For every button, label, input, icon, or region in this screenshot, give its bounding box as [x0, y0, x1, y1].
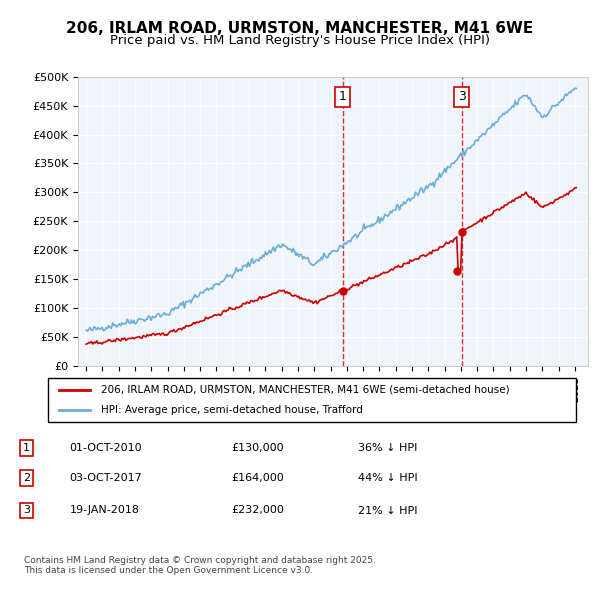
Text: 1: 1: [23, 443, 30, 453]
FancyBboxPatch shape: [48, 378, 576, 422]
Text: 3: 3: [458, 90, 466, 103]
Text: 19-JAN-2018: 19-JAN-2018: [70, 506, 140, 516]
Text: 1: 1: [339, 90, 347, 103]
Text: Price paid vs. HM Land Registry's House Price Index (HPI): Price paid vs. HM Land Registry's House …: [110, 34, 490, 47]
Text: 03-OCT-2017: 03-OCT-2017: [70, 473, 142, 483]
Text: 3: 3: [23, 506, 30, 516]
Text: 01-OCT-2010: 01-OCT-2010: [70, 443, 142, 453]
Text: £232,000: £232,000: [231, 506, 284, 516]
Text: 206, IRLAM ROAD, URMSTON, MANCHESTER, M41 6WE (semi-detached house): 206, IRLAM ROAD, URMSTON, MANCHESTER, M4…: [101, 385, 509, 395]
Text: Contains HM Land Registry data © Crown copyright and database right 2025.
This d: Contains HM Land Registry data © Crown c…: [24, 556, 376, 575]
Text: £164,000: £164,000: [231, 473, 284, 483]
Text: HPI: Average price, semi-detached house, Trafford: HPI: Average price, semi-detached house,…: [101, 405, 362, 415]
Text: 44% ↓ HPI: 44% ↓ HPI: [358, 473, 417, 483]
Text: 206, IRLAM ROAD, URMSTON, MANCHESTER, M41 6WE: 206, IRLAM ROAD, URMSTON, MANCHESTER, M4…: [67, 21, 533, 35]
Text: 36% ↓ HPI: 36% ↓ HPI: [358, 443, 417, 453]
Text: £130,000: £130,000: [231, 443, 284, 453]
Text: 2: 2: [23, 473, 30, 483]
Text: 21% ↓ HPI: 21% ↓ HPI: [358, 506, 417, 516]
